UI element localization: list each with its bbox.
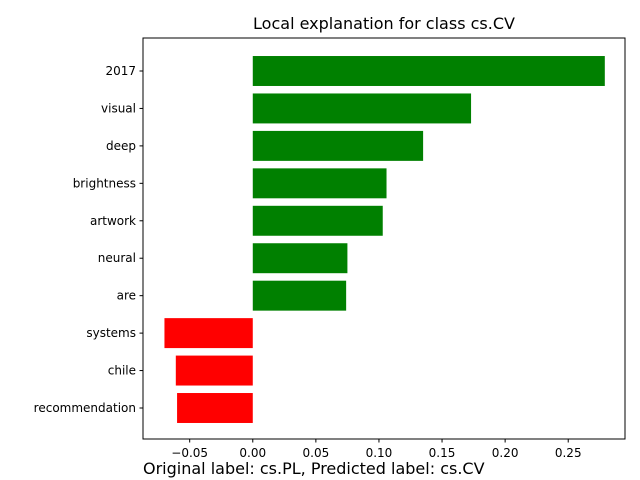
bar-2017 bbox=[252, 56, 605, 86]
y-tick-label-systems: systems bbox=[86, 326, 136, 340]
y-tick-labels: 2017 visual deep brightness artwork neural are… bbox=[34, 64, 143, 415]
bar-chile bbox=[175, 355, 253, 386]
bar-deep bbox=[252, 130, 424, 161]
y-tick-label-brightness: brightness bbox=[73, 176, 136, 190]
y-tick-label-2017: 2017 bbox=[105, 64, 136, 78]
plot-frame bbox=[142, 37, 626, 440]
y-tick-label-artwork: artwork bbox=[90, 214, 136, 228]
x-tick-label-0: −0.05 bbox=[171, 446, 208, 460]
bar-are bbox=[252, 280, 347, 311]
y-tick-label-are: are bbox=[117, 289, 136, 303]
x-tick-label-6: 0.25 bbox=[555, 446, 582, 460]
y-tick-label-chile: chile bbox=[108, 364, 136, 378]
x-tick-label-1: 0.00 bbox=[239, 446, 266, 460]
label-caption: Original label: cs.PL, Predicted label: … bbox=[143, 459, 485, 478]
x-tick-label-4: 0.15 bbox=[429, 446, 456, 460]
bars-group bbox=[164, 56, 605, 423]
x-tick-label-5: 0.20 bbox=[492, 446, 519, 460]
x-tick-label-3: 0.10 bbox=[366, 446, 393, 460]
bar-brightness bbox=[252, 168, 387, 199]
bar-recommendation bbox=[177, 393, 253, 423]
bar-artwork bbox=[252, 205, 383, 236]
y-tick-label-recommendation: recommendation bbox=[34, 401, 136, 415]
chart-title: Local explanation for class cs.CV bbox=[253, 14, 515, 33]
x-ticks: −0.05 0.00 0.05 0.10 0.15 0.20 0.25 bbox=[171, 439, 582, 460]
bar-neural bbox=[252, 243, 348, 274]
y-tick-label-deep: deep bbox=[106, 139, 136, 153]
y-tick-label-visual: visual bbox=[101, 101, 136, 115]
bar-visual bbox=[252, 93, 472, 124]
y-tick-label-neural: neural bbox=[98, 251, 136, 265]
x-tick-label-2: 0.05 bbox=[303, 446, 330, 460]
bar-systems bbox=[164, 318, 253, 349]
